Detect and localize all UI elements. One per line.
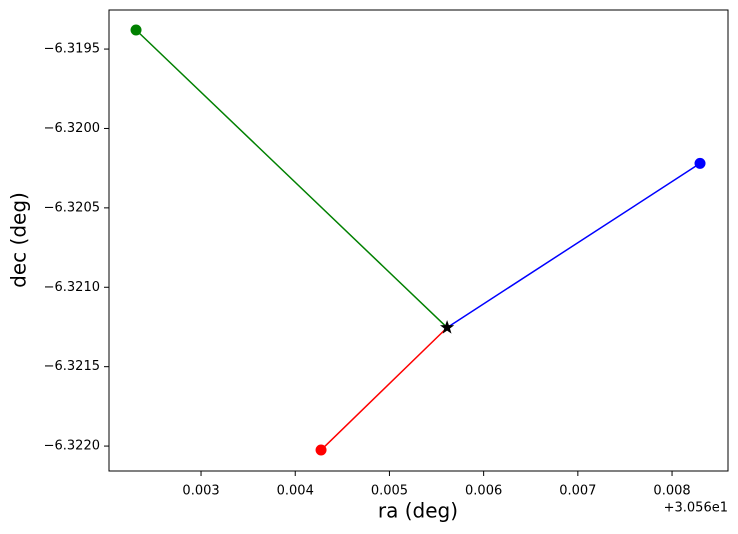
y-tick-label: −6.3210 — [44, 280, 100, 295]
x-tick-label: 0.003 — [182, 484, 219, 499]
series-line — [320, 327, 448, 451]
x-offset-label: +3.056e1 — [664, 501, 728, 516]
point — [694, 157, 706, 169]
x-tick-label: 0.006 — [465, 484, 502, 499]
series-line — [135, 29, 448, 329]
plot-frame — [108, 9, 729, 472]
y-axis-label: dec (deg) — [7, 192, 31, 288]
point — [130, 24, 142, 36]
x-tick-label: 0.008 — [653, 484, 690, 499]
y-tick-label: −6.3215 — [44, 359, 100, 374]
y-tick-label: −6.3200 — [44, 121, 100, 136]
y-tick-label: −6.3205 — [44, 200, 100, 215]
x-tick-label: 0.004 — [277, 484, 314, 499]
series-line — [446, 162, 701, 329]
center-star — [439, 320, 455, 334]
y-tick-label: −6.3195 — [44, 42, 100, 57]
point — [315, 444, 327, 456]
x-tick-label: 0.007 — [559, 484, 596, 499]
x-axis-label: ra (deg) — [378, 499, 458, 523]
y-tick-label: −6.3220 — [44, 439, 100, 454]
x-tick-label: 0.005 — [371, 484, 408, 499]
